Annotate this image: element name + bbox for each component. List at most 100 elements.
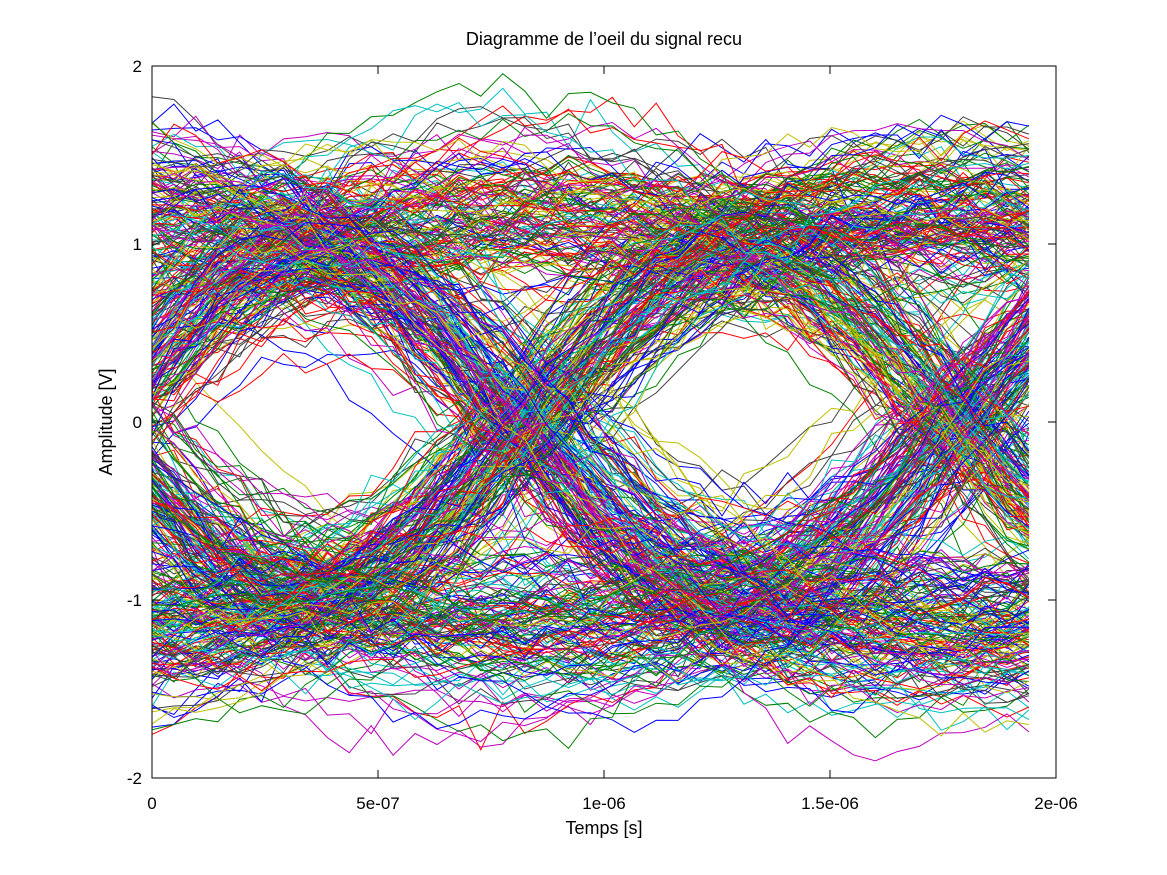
signal-trace <box>152 151 1030 649</box>
signal-trace <box>152 195 1030 661</box>
signal-trace <box>152 225 1030 601</box>
signal-trace <box>152 233 1030 716</box>
x-axis-title: Temps [s] <box>565 818 642 838</box>
signal-trace <box>152 247 1030 670</box>
signal-trace <box>152 165 1030 583</box>
signal-trace <box>152 182 1030 247</box>
signal-trace <box>152 247 1029 557</box>
signal-trace <box>152 361 1030 680</box>
signal-trace <box>152 220 1029 579</box>
signal-trace <box>152 208 1029 650</box>
signal-trace <box>152 133 1030 633</box>
signal-trace <box>152 180 1030 597</box>
signal-trace <box>152 457 1030 750</box>
signal-trace <box>152 173 1030 362</box>
signal-trace <box>152 231 1030 659</box>
signal-trace <box>152 184 1030 659</box>
signal-trace <box>152 430 1030 683</box>
signal-trace <box>152 133 1030 537</box>
signal-trace <box>152 164 1029 241</box>
signal-trace <box>152 216 1030 667</box>
signal-trace <box>152 219 1030 656</box>
signal-trace <box>152 138 1029 693</box>
x-tick-label: 5e-07 <box>356 794 399 813</box>
signal-trace <box>152 535 1030 677</box>
signal-trace <box>152 164 1030 660</box>
chart-title: Diagramme de l’oeil du signal recu <box>466 29 742 49</box>
signal-trace <box>152 177 1029 676</box>
signal-trace <box>152 158 1029 245</box>
signal-trace <box>152 403 1029 669</box>
signal-trace <box>152 567 1029 666</box>
signal-trace <box>152 227 1030 694</box>
signal-trace <box>152 261 1030 654</box>
signal-trace <box>152 223 1030 626</box>
signal-trace <box>152 192 1030 546</box>
signal-trace <box>152 245 1030 580</box>
signal-trace <box>152 221 1030 685</box>
signal-trace <box>152 193 1030 572</box>
signal-trace <box>152 526 1030 608</box>
signal-trace <box>152 200 1030 294</box>
signal-trace <box>152 298 1030 589</box>
signal-trace <box>152 226 1030 297</box>
signal-trace <box>152 139 1030 602</box>
y-tick-label: 2 <box>133 57 142 76</box>
signal-trace <box>152 173 1030 266</box>
y-axis-ticks: 2 1 0 -1 -2 <box>127 57 1056 788</box>
signal-trace <box>152 172 1030 620</box>
signal-trace <box>152 514 1030 730</box>
signal-trace <box>152 231 1030 587</box>
signal-trace <box>152 206 1030 395</box>
signal-trace <box>152 364 1030 648</box>
x-tick-label: 1e-06 <box>582 794 625 813</box>
signal-trace <box>152 73 1030 563</box>
signal-trace <box>152 582 1030 660</box>
signal-trace <box>152 279 1030 686</box>
signal-trace <box>152 352 1030 676</box>
signal-trace <box>152 181 1030 657</box>
signal-trace <box>152 216 1030 590</box>
signal-trace <box>152 189 1030 630</box>
signal-trace <box>152 102 1030 530</box>
signal-trace <box>152 354 1029 707</box>
signal-trace <box>152 307 1030 733</box>
signal-trace <box>152 501 1029 668</box>
signal-trace <box>152 213 1030 558</box>
signal-trace <box>152 173 1029 678</box>
x-tick-label: 1.5e-06 <box>801 794 859 813</box>
signal-trace <box>152 183 1030 407</box>
signal-trace <box>152 202 1030 668</box>
signal-trace <box>152 210 1030 273</box>
signal-trace <box>152 522 1030 622</box>
signal-trace <box>152 532 1030 675</box>
signal-trace <box>152 163 1029 737</box>
signal-trace <box>152 146 1029 428</box>
signal-trace <box>152 242 1030 703</box>
signal-trace <box>152 494 1029 624</box>
signal-trace <box>152 161 1029 486</box>
signal-trace <box>152 191 1030 570</box>
signal-trace <box>152 577 1030 692</box>
signal-trace <box>152 188 1030 490</box>
signal-trace <box>152 171 1030 480</box>
x-tick-label: 2e-06 <box>1034 794 1077 813</box>
signal-trace <box>152 176 1030 524</box>
signal-trace <box>152 205 1030 545</box>
signal-trace <box>152 182 1030 549</box>
signal-trace <box>152 116 1030 710</box>
signal-trace <box>152 254 1030 699</box>
y-axis-title: Amplitude [V] <box>96 368 116 475</box>
y-tick-label: -1 <box>127 591 142 610</box>
signal-trace <box>152 176 1030 583</box>
signal-trace <box>152 234 1030 607</box>
y-tick-label: 0 <box>133 413 142 432</box>
signal-trace <box>152 186 1030 585</box>
signal-trace <box>152 214 1030 483</box>
signal-trace <box>152 198 1030 315</box>
signal-trace <box>152 139 1030 614</box>
y-tick-label: 1 <box>133 235 142 254</box>
signal-trace <box>152 123 1030 680</box>
signal-trace <box>152 482 1030 674</box>
